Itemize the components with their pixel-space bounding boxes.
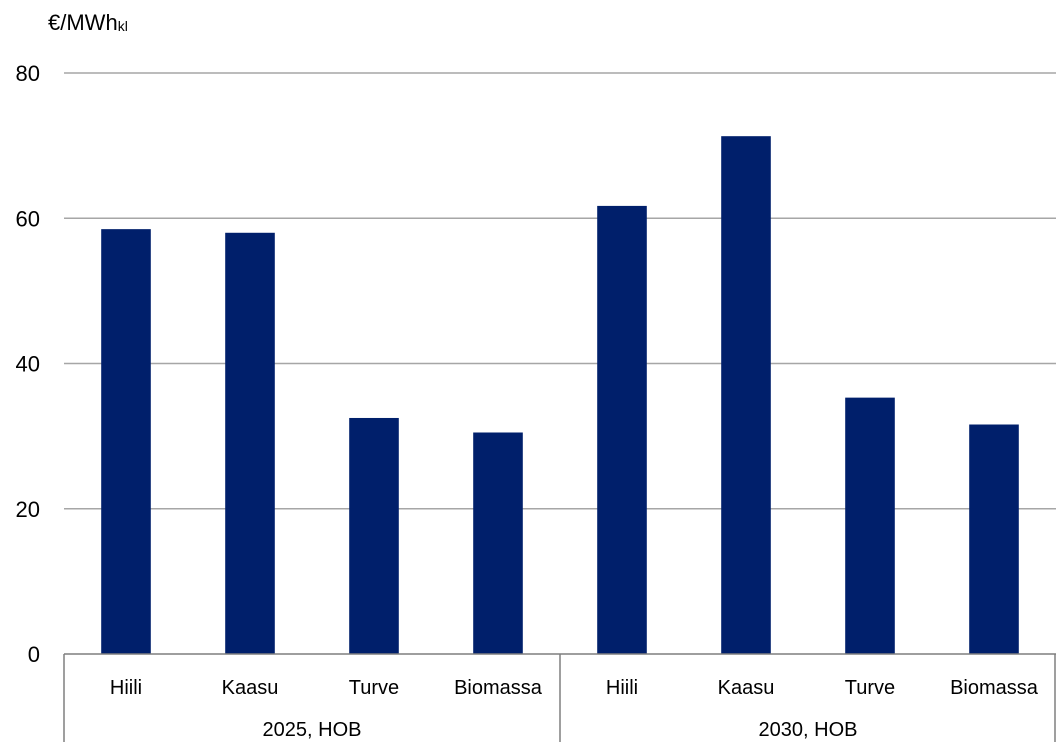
- x-category-label: Turve: [349, 677, 399, 699]
- bar: [101, 229, 151, 655]
- bar: [349, 417, 399, 654]
- y-tick-label: 40: [16, 352, 40, 377]
- x-category-label: Hiili: [606, 677, 638, 699]
- x-category-label: Kaasu: [222, 677, 279, 699]
- x-group-label: 2025, HOB: [263, 719, 362, 741]
- y-axis-unit-subscript: kl: [118, 18, 128, 34]
- y-axis-unit-label: €/MWhkl: [48, 10, 128, 35]
- y-axis-unit-main: €/MWh: [48, 10, 118, 35]
- y-tick-label: 0: [28, 642, 40, 667]
- x-category-label: Biomassa: [950, 677, 1039, 699]
- x-category-label: Turve: [845, 677, 895, 699]
- bar: [597, 205, 647, 654]
- y-tick-label: 20: [16, 497, 40, 522]
- bar: [845, 397, 895, 654]
- y-tick-label: 80: [16, 61, 40, 86]
- x-group-label: 2030, HOB: [759, 719, 858, 741]
- y-tick-label: 60: [16, 206, 40, 231]
- x-axis-labels: Hiili Kaasu Turve Biomassa 2025, HOB Hiili Kaa…: [110, 677, 1039, 741]
- x-category-label: Biomassa: [454, 677, 543, 699]
- bar: [969, 424, 1019, 654]
- x-axis: [63, 653, 1056, 742]
- bar: [473, 432, 523, 654]
- x-category-label: Kaasu: [718, 677, 775, 699]
- y-axis-ticks: 0 20 40 60 80: [16, 61, 40, 667]
- gridlines: [64, 72, 1056, 510]
- bars: [101, 136, 1019, 655]
- bar: [225, 232, 275, 654]
- x-category-label: Hiili: [110, 677, 142, 699]
- bar: [721, 136, 771, 655]
